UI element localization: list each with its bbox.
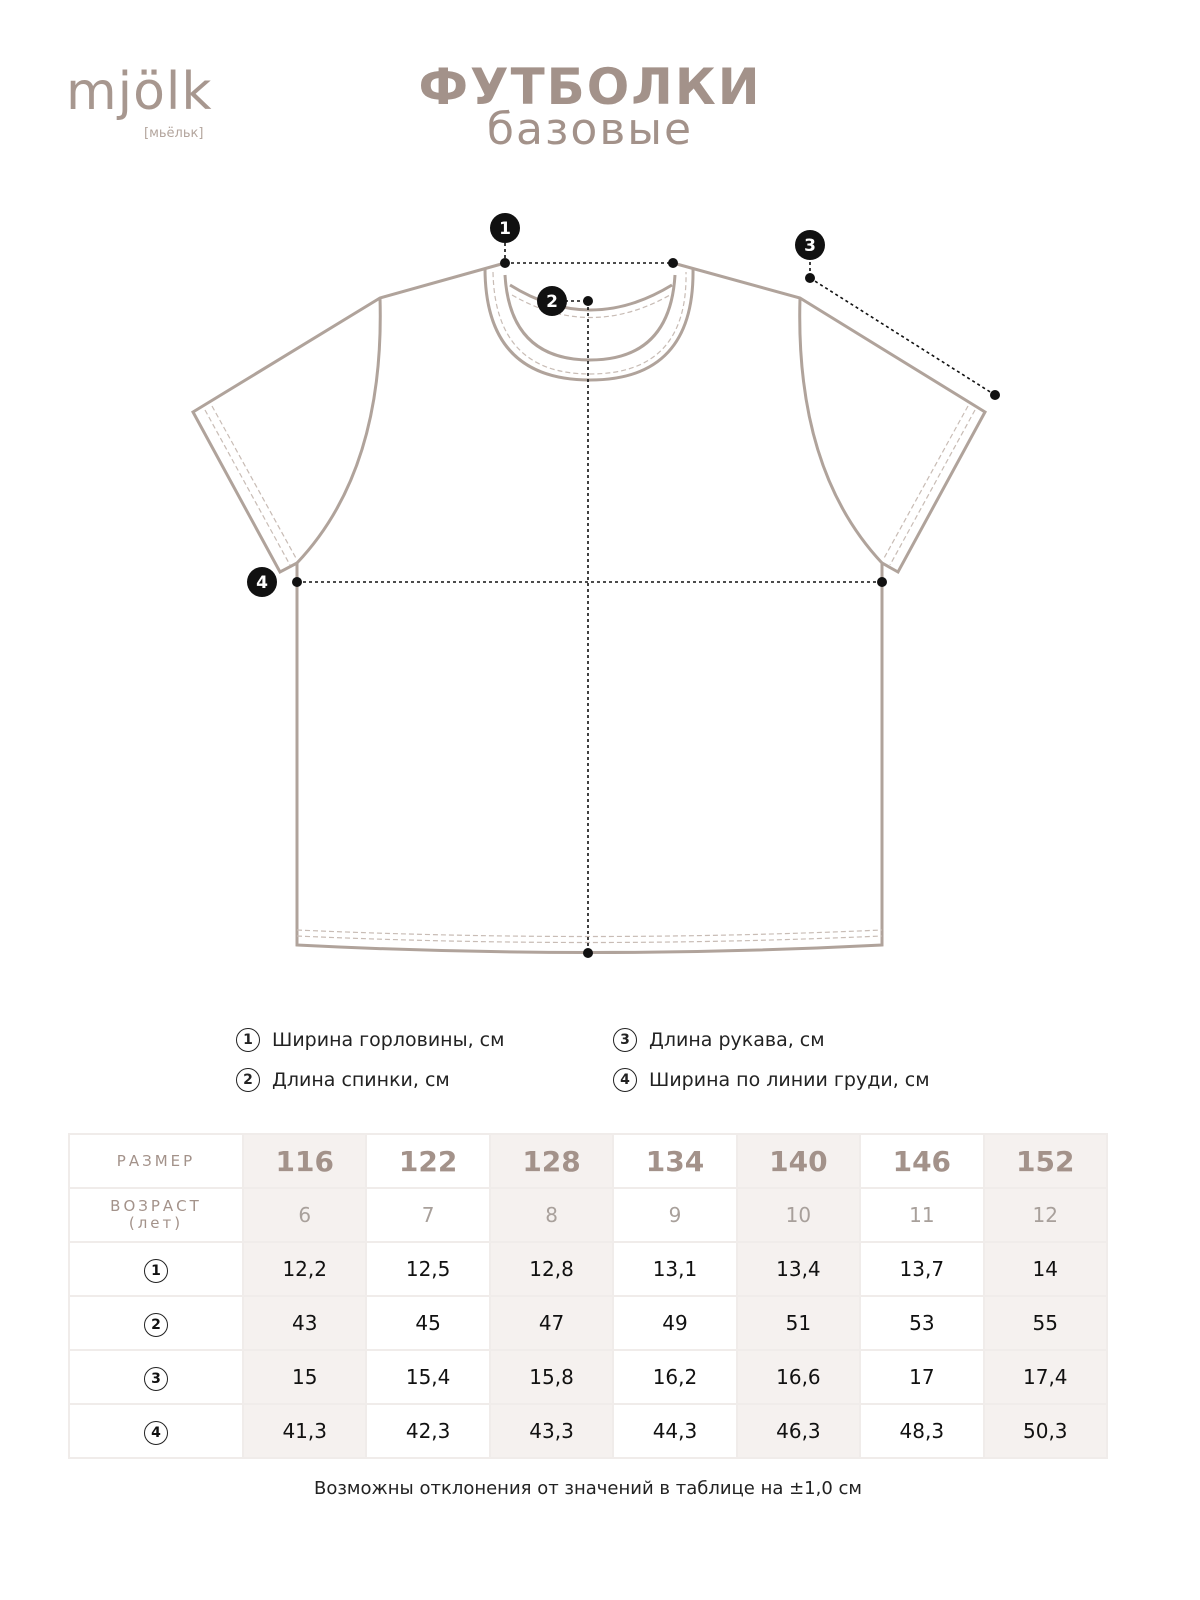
page-subtitle: базовые bbox=[486, 104, 694, 155]
size-cell: 128 bbox=[488, 1133, 615, 1189]
legend-label: Длина рукава, см bbox=[649, 1029, 825, 1051]
value-cell: 41,3 bbox=[241, 1403, 368, 1459]
size-row: РАЗМЕР 116 122 128 134 140 146 152 bbox=[68, 1133, 1109, 1189]
collar-inner bbox=[503, 274, 677, 362]
value-cell: 50,3 bbox=[982, 1403, 1109, 1459]
legend-label: Ширина по линии груди, см bbox=[649, 1069, 930, 1091]
marker-2: 2 bbox=[537, 286, 567, 316]
right-armhole bbox=[798, 297, 884, 565]
size-cell: 140 bbox=[735, 1133, 862, 1189]
value-cell: 12,8 bbox=[488, 1241, 615, 1297]
age-cell: 7 bbox=[365, 1187, 491, 1243]
value-cell: 43,3 bbox=[488, 1403, 615, 1459]
collar-back bbox=[509, 283, 673, 312]
marker-3: 3 bbox=[795, 230, 825, 260]
value-cell: 15 bbox=[241, 1349, 368, 1405]
number-badge: 2 bbox=[236, 1068, 260, 1092]
value-cell: 43 bbox=[241, 1295, 368, 1351]
size-cell: 122 bbox=[365, 1133, 491, 1189]
age-cell: 10 bbox=[735, 1187, 862, 1243]
value-cell: 15,4 bbox=[365, 1349, 491, 1405]
marker-4: 4 bbox=[247, 567, 277, 597]
number-badge: 3 bbox=[613, 1028, 637, 1052]
age-cell: 11 bbox=[859, 1187, 985, 1243]
value-cell: 46,3 bbox=[735, 1403, 862, 1459]
svg-text:3: 3 bbox=[804, 236, 816, 256]
tshirt-diagram: 1 2 3 4 bbox=[191, 213, 1000, 958]
legend-label: Ширина горловины, см bbox=[272, 1029, 505, 1051]
legend-item: 2 Длина спинки, см bbox=[236, 1068, 450, 1092]
svg-text:4: 4 bbox=[256, 573, 268, 593]
age-cell: 8 bbox=[488, 1187, 615, 1243]
size-cell: 152 bbox=[982, 1133, 1109, 1189]
row-label: 2 bbox=[68, 1295, 244, 1351]
value-cell: 16,6 bbox=[735, 1349, 862, 1405]
measurement-row: 3 15 15,4 15,8 16,2 16,6 17 17,4 bbox=[68, 1349, 1109, 1405]
marker-1: 1 bbox=[490, 213, 520, 243]
value-cell: 55 bbox=[982, 1295, 1109, 1351]
measurement-row: 2 43 45 47 49 51 53 55 bbox=[68, 1295, 1109, 1351]
shirt-outline bbox=[191, 261, 987, 954]
legend-item: 3 Длина рукава, см bbox=[613, 1028, 825, 1052]
value-cell: 48,3 bbox=[859, 1403, 985, 1459]
size-table: РАЗМЕР 116 122 128 134 140 146 152 ВОЗРАСТ (лет) 6… bbox=[68, 1133, 1109, 1459]
age-unit: (лет) bbox=[128, 1214, 184, 1232]
value-cell: 51 bbox=[735, 1295, 862, 1351]
value-cell: 12,5 bbox=[365, 1241, 491, 1297]
value-cell: 47 bbox=[488, 1295, 615, 1351]
legend-label: Длина спинки, см bbox=[272, 1069, 450, 1091]
legend-item: 1 Ширина горловины, см bbox=[236, 1028, 504, 1052]
measurement-row: 4 41,3 42,3 43,3 44,3 46,3 48,3 50,3 bbox=[68, 1403, 1109, 1459]
left-armhole bbox=[295, 297, 382, 565]
measurement-row: 1 12,2 12,5 12,8 13,1 13,4 13,7 14 bbox=[68, 1241, 1109, 1297]
number-badge: 3 bbox=[144, 1366, 168, 1391]
size-cell: 116 bbox=[241, 1133, 368, 1189]
size-label: РАЗМЕР bbox=[68, 1133, 244, 1189]
number-badge: 2 bbox=[144, 1312, 168, 1337]
row-label: 1 bbox=[68, 1241, 244, 1297]
number-badge: 1 bbox=[144, 1258, 168, 1283]
value-cell: 16,2 bbox=[612, 1349, 738, 1405]
value-cell: 53 bbox=[859, 1295, 985, 1351]
row-label: 4 bbox=[68, 1403, 244, 1459]
value-cell: 12,2 bbox=[241, 1241, 368, 1297]
logo-subtitle: [мьёльк] bbox=[144, 126, 204, 141]
svg-text:2: 2 bbox=[546, 292, 558, 312]
value-cell: 14 bbox=[982, 1241, 1109, 1297]
age-label: ВОЗРАСТ (лет) bbox=[68, 1187, 244, 1243]
legend-item: 4 Ширина по линии груди, см bbox=[613, 1068, 930, 1092]
logo-word: mjölk bbox=[66, 62, 213, 122]
value-cell: 42,3 bbox=[365, 1403, 491, 1459]
collar-outer bbox=[483, 267, 695, 382]
value-cell: 17 bbox=[859, 1349, 985, 1405]
row-label: 3 bbox=[68, 1349, 244, 1405]
tolerance-note: Возможны отклонения от значений в таблиц… bbox=[314, 1478, 862, 1499]
age-cell: 12 bbox=[982, 1187, 1109, 1243]
page-title: ФУТБОЛКИ bbox=[418, 58, 762, 116]
value-cell: 13,1 bbox=[612, 1241, 738, 1297]
value-cell: 44,3 bbox=[612, 1403, 738, 1459]
value-cell: 49 bbox=[612, 1295, 738, 1351]
age-cell: 6 bbox=[241, 1187, 368, 1243]
value-cell: 15,8 bbox=[488, 1349, 615, 1405]
number-badge: 4 bbox=[144, 1420, 168, 1445]
value-cell: 13,7 bbox=[859, 1241, 985, 1297]
number-badge: 4 bbox=[613, 1068, 637, 1092]
value-cell: 13,4 bbox=[735, 1241, 862, 1297]
value-cell: 17,4 bbox=[982, 1349, 1109, 1405]
age-row: ВОЗРАСТ (лет) 6 7 8 9 10 11 12 bbox=[68, 1187, 1109, 1243]
svg-text:1: 1 bbox=[499, 219, 511, 239]
number-badge: 1 bbox=[236, 1028, 260, 1052]
brand-logo: mjölk [мьёльк] bbox=[66, 62, 213, 141]
size-cell: 134 bbox=[612, 1133, 738, 1189]
age-cell: 9 bbox=[612, 1187, 738, 1243]
age-label-text: ВОЗРАСТ bbox=[110, 1197, 202, 1215]
size-cell: 146 bbox=[859, 1133, 985, 1189]
value-cell: 45 bbox=[365, 1295, 491, 1351]
